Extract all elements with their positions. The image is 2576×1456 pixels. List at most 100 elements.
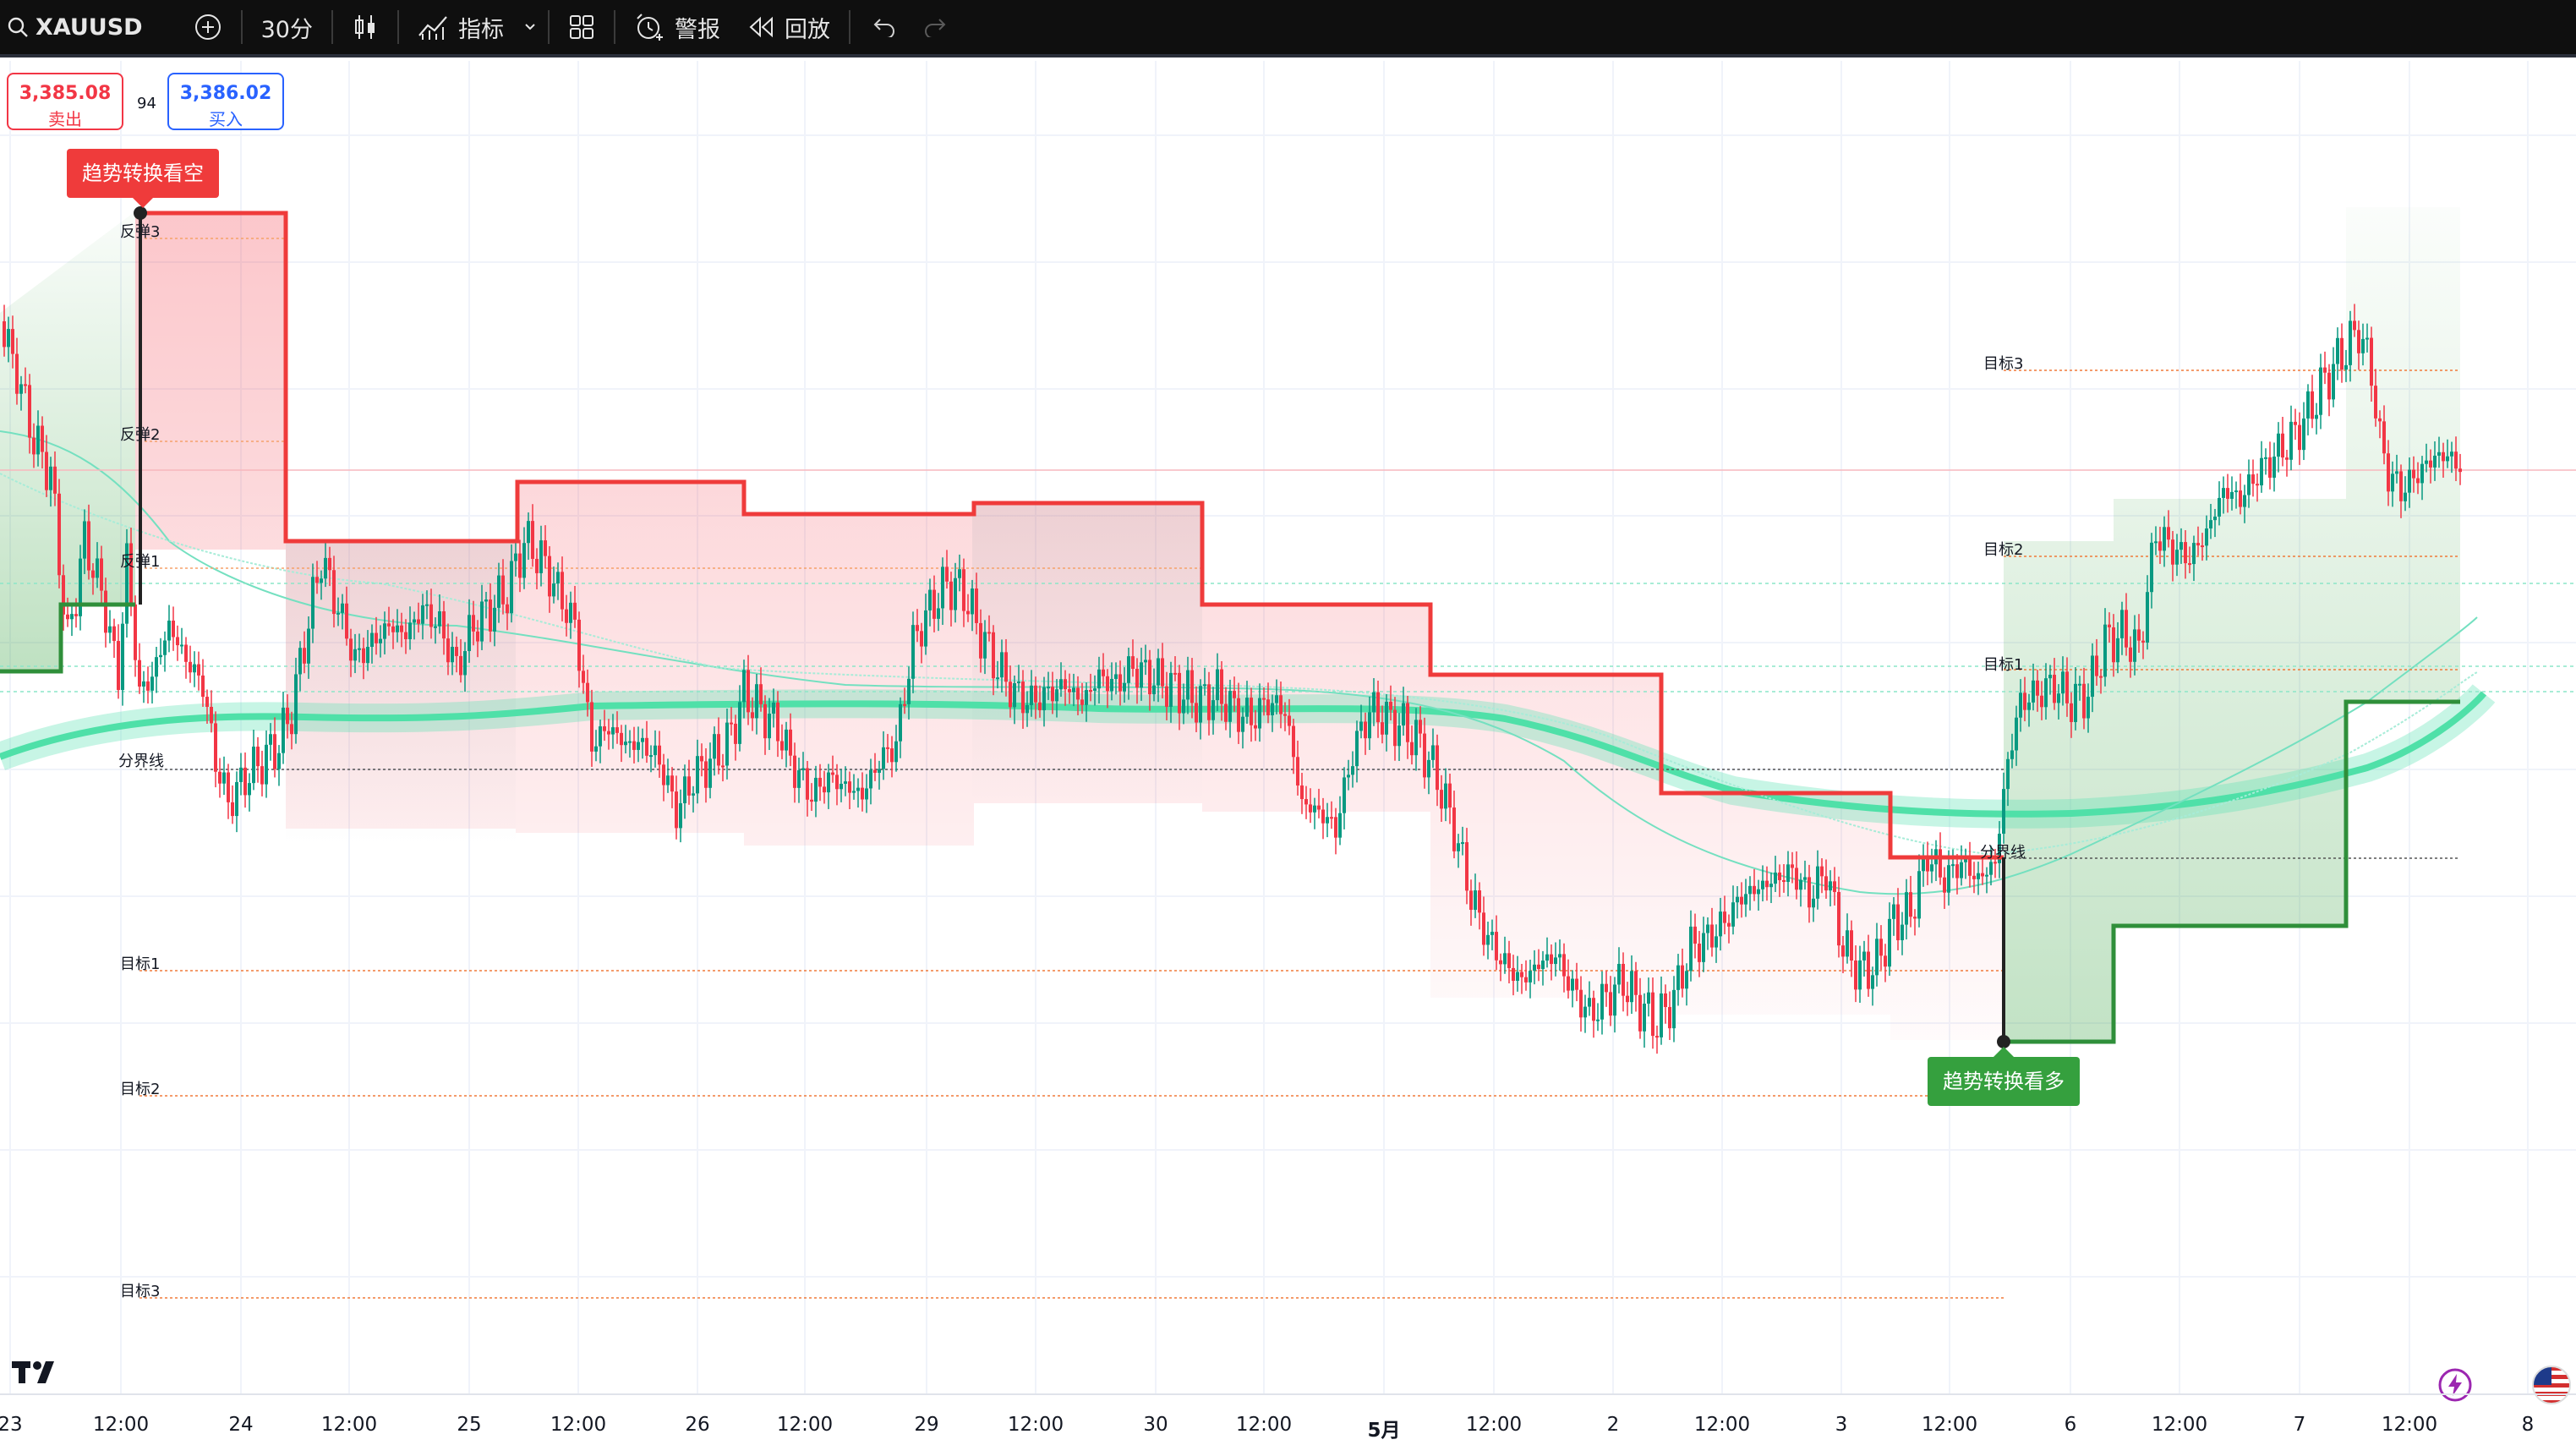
- candle-body: [1199, 686, 1202, 723]
- candle-body: [1009, 681, 1012, 708]
- candle-body: [328, 557, 331, 571]
- candle-body: [708, 758, 712, 788]
- candle-body: [1469, 890, 1473, 911]
- price-chart[interactable]: [0, 61, 2576, 1393]
- candle-body: [1989, 862, 1993, 875]
- compare-symbol-button[interactable]: [180, 0, 236, 56]
- candle-body: [514, 553, 517, 561]
- candle-body: [1478, 890, 1481, 913]
- candle-body: [2357, 330, 2360, 353]
- candle-body: [1681, 965, 1684, 989]
- interval-button[interactable]: 30分: [248, 0, 326, 56]
- candle-body: [1359, 721, 1363, 731]
- candle-body: [501, 575, 505, 605]
- candle-body: [2112, 627, 2115, 663]
- candle-body: [463, 651, 467, 676]
- buy-button[interactable]: 3,386.02 买入: [167, 73, 284, 130]
- candle-body: [1165, 686, 1168, 707]
- candle-body: [282, 707, 285, 753]
- candle-body: [2070, 703, 2073, 722]
- time-axis-tick: 7: [2293, 1414, 2306, 1436]
- candle-body: [1757, 889, 1760, 895]
- candle-body: [1461, 842, 1464, 845]
- candle-body: [210, 706, 213, 724]
- candle-body: [1444, 783, 1447, 809]
- layout-button[interactable]: [555, 0, 609, 56]
- candle-body: [1706, 924, 1709, 933]
- candle-body: [1803, 877, 1807, 880]
- candle-body: [527, 521, 530, 544]
- time-axis[interactable]: 23 12:00 24 12:00 25 12:00 26 12:00 29 12:00 30 12:…: [0, 1393, 2576, 1456]
- candle-body: [2408, 469, 2411, 493]
- candle-body: [971, 588, 974, 615]
- candle-body: [2302, 418, 2305, 451]
- candle-body: [1080, 699, 1084, 705]
- candle-body: [197, 664, 200, 676]
- candle-body: [1182, 699, 1185, 714]
- redo-button[interactable]: [913, 0, 957, 56]
- candle-body: [1748, 885, 1752, 895]
- candle-body: [2125, 610, 2128, 648]
- candle-body: [683, 776, 686, 804]
- candle-body: [2048, 675, 2052, 679]
- candle-body: [1025, 704, 1029, 714]
- candle-body: [801, 768, 805, 770]
- lightning-icon[interactable]: [2437, 1366, 2474, 1404]
- indicator-templates-button[interactable]: [517, 0, 543, 56]
- candle-body: [1567, 976, 1570, 991]
- candle-body: [1736, 896, 1739, 903]
- candle-body: [797, 769, 801, 788]
- candle-body: [1330, 817, 1333, 819]
- time-axis-tick: 12:00: [1465, 1414, 1523, 1436]
- candle-body: [286, 707, 289, 725]
- candle-body: [332, 570, 336, 615]
- candle-body: [1482, 912, 1485, 945]
- candle-body: [2243, 495, 2246, 507]
- candle-body: [1960, 862, 1963, 879]
- indicators-button[interactable]: 指标: [404, 0, 517, 56]
- tradingview-logo[interactable]: [12, 1358, 64, 1391]
- candle-body: [590, 702, 593, 752]
- candle-body: [2095, 655, 2098, 676]
- candle-body: [1786, 864, 1790, 883]
- undo-button[interactable]: [856, 0, 913, 56]
- candle-body: [531, 521, 534, 559]
- candle-body: [303, 648, 306, 664]
- candle-body: [2213, 517, 2217, 521]
- search-icon: [7, 16, 29, 38]
- candle-body: [2425, 460, 2428, 464]
- candle-body: [1981, 873, 1984, 877]
- candle-body: [70, 614, 74, 620]
- candle-body: [1710, 924, 1714, 948]
- candle-body: [57, 493, 61, 576]
- candle-body: [717, 734, 720, 766]
- indicators-label: 指标: [457, 16, 504, 43]
- candle-body: [1262, 698, 1266, 700]
- time-axis-tick: 12:00: [320, 1414, 378, 1436]
- candle-body: [2442, 452, 2445, 462]
- candle-body: [2002, 789, 2005, 835]
- candle-body: [2057, 693, 2060, 703]
- candle-body: [886, 747, 889, 749]
- candle-body: [150, 676, 154, 691]
- us-flag-icon[interactable]: [2531, 1365, 2572, 1405]
- alerts-button[interactable]: 警报: [621, 0, 734, 56]
- candle-body: [632, 741, 636, 750]
- symbol-search-button[interactable]: XAUUSD: [0, 0, 156, 56]
- candle-body: [1186, 670, 1190, 700]
- candle-body: [2251, 474, 2255, 484]
- candle-body: [696, 756, 699, 794]
- chart-type-button[interactable]: [338, 0, 392, 56]
- candle-body: [146, 681, 150, 691]
- sell-button[interactable]: 3,385.08 卖出: [7, 73, 123, 130]
- replay-button[interactable]: 回放: [734, 0, 844, 56]
- level-label-rebound3: 反弹3: [120, 223, 161, 241]
- candle-body: [894, 741, 898, 763]
- candle-body: [2344, 364, 2348, 370]
- candle-body: [19, 384, 23, 394]
- candle-body: [1917, 871, 1921, 919]
- candle-body: [1837, 891, 1840, 946]
- candle-body: [2285, 457, 2289, 460]
- candle-body: [176, 637, 179, 646]
- candle-body: [1465, 842, 1468, 891]
